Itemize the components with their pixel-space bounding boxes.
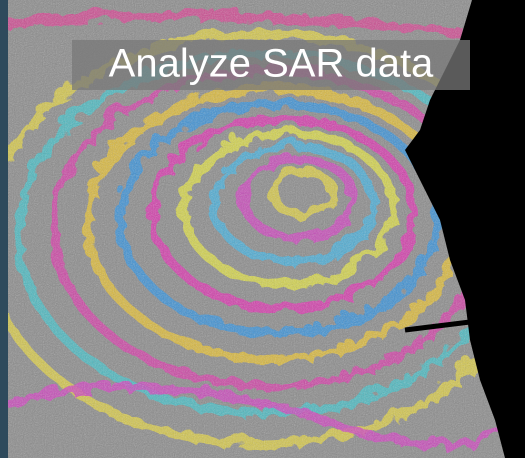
land-mask bbox=[405, 0, 525, 458]
caption: Analyze SAR data bbox=[109, 42, 434, 86]
left-edge bbox=[0, 0, 8, 458]
river bbox=[404, 319, 471, 333]
caption-box bbox=[72, 40, 470, 90]
